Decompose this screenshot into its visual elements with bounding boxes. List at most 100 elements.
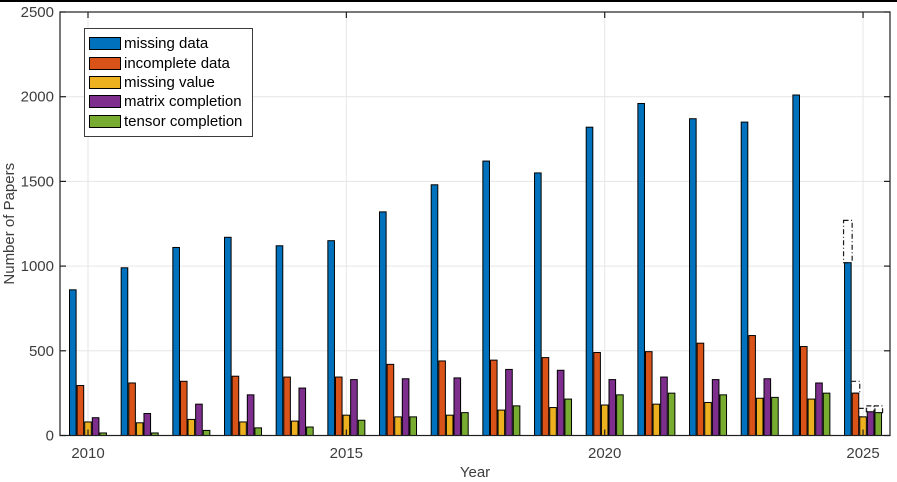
bar-missing-data-2019	[534, 172, 542, 436]
x-tick-label-2020: 2020	[588, 445, 621, 462]
bar-incomplete-data-2011	[128, 382, 136, 436]
legend-item-incomplete-data: incomplete data	[89, 56, 248, 71]
bar-matrix-completion-2020	[608, 379, 617, 437]
y-tick-label-1000: 1000	[21, 258, 54, 275]
bar-incomplete-data-2017	[438, 360, 446, 436]
bar-matrix-completion-2022	[711, 379, 720, 437]
y-tick-label-0: 0	[46, 428, 54, 445]
legend-label: missing data	[124, 35, 209, 53]
bar-missing-data-2018	[482, 160, 490, 436]
y-tick-label-1500: 1500	[21, 173, 54, 190]
bar-matrix-completion-2012	[195, 403, 203, 437]
bar-tensor-completion-2012	[202, 429, 211, 437]
bar-tensor-completion-2013	[254, 427, 263, 437]
bar-matrix-completion-2025	[866, 411, 875, 436]
bar-tensor-completion-2019	[564, 398, 573, 436]
bar-incomplete-data-2020	[593, 351, 601, 436]
legend-label: missing value	[124, 73, 215, 91]
bar-missing-value-2012	[187, 418, 196, 437]
legend-item-tensor-completion: tensor completion	[89, 114, 248, 129]
bar-missing-value-2023	[755, 397, 764, 437]
projection-box-matrix-completion-2025	[865, 405, 876, 413]
bar-matrix-completion-2013	[246, 394, 255, 436]
bar-missing-value-2021	[652, 403, 661, 437]
bar-missing-value-2013	[239, 421, 247, 437]
bar-matrix-completion-2015	[350, 379, 358, 437]
bar-missing-value-2022	[704, 401, 712, 436]
projection-box-tensor-completion-2025	[873, 405, 884, 414]
bar-tensor-completion-2023	[771, 396, 779, 437]
bar-missing-data-2021	[637, 102, 645, 436]
bar-missing-data-2012	[172, 246, 180, 436]
bar-tensor-completion-2014	[306, 426, 314, 436]
legend-swatch-incomplete-data	[89, 56, 121, 70]
bar-matrix-completion-2018	[505, 368, 513, 436]
bar-incomplete-data-2018	[489, 359, 498, 436]
legend-item-missing-data: missing data	[89, 36, 248, 51]
bar-matrix-completion-2016	[401, 378, 410, 436]
x-tick-label-2010: 2010	[71, 445, 104, 462]
bar-tensor-completion-2024	[822, 392, 831, 436]
bar-incomplete-data-2019	[541, 357, 550, 436]
bar-tensor-completion-2021	[667, 392, 676, 436]
bar-missing-data-2017	[430, 184, 439, 436]
bar-missing-data-2011	[120, 267, 129, 437]
bar-tensor-completion-2018	[512, 405, 521, 436]
bar-incomplete-data-2023	[748, 335, 756, 436]
legend: missing data incomplete data missing value…	[84, 28, 253, 137]
legend-label: incomplete data	[124, 54, 230, 72]
bar-tensor-completion-2022	[719, 394, 728, 436]
bar-incomplete-data-2022	[696, 342, 705, 436]
legend-label: tensor completion	[124, 112, 243, 130]
bar-incomplete-data-2012	[179, 380, 188, 437]
legend-swatch-missing-value	[89, 75, 121, 89]
bar-missing-data-2024	[792, 94, 800, 436]
legend-label: matrix completion	[124, 93, 242, 111]
bar-missing-data-2015	[327, 240, 335, 436]
window-top-border	[0, 0, 897, 2]
bar-missing-data-2013	[224, 236, 232, 436]
bar-missing-data-2025	[844, 262, 852, 436]
bar-missing-value-2018	[497, 409, 506, 436]
bar-missing-data-2014	[275, 245, 284, 436]
bar-missing-value-2019	[549, 407, 557, 436]
bar-missing-value-2017	[445, 414, 454, 437]
bar-matrix-completion-2010	[91, 417, 100, 436]
bar-tensor-completion-2015	[357, 419, 366, 436]
legend-swatch-missing-data	[89, 37, 121, 51]
x-tick-label-2025: 2025	[846, 445, 879, 462]
bar-matrix-completion-2017	[453, 377, 462, 436]
y-tick-label-2500: 2500	[21, 4, 54, 21]
projection-box-missing-value-2025	[858, 407, 868, 418]
bar-incomplete-data-2024	[799, 346, 808, 436]
bar-matrix-completion-2011	[143, 412, 152, 437]
bar-missing-data-2023	[740, 121, 749, 437]
legend-swatch-matrix-completion	[89, 95, 121, 109]
bar-matrix-completion-2014	[298, 387, 307, 437]
projection-box-incomplete-data-2025	[850, 380, 861, 394]
bar-incomplete-data-2010	[76, 385, 85, 436]
legend-item-missing-value: missing value	[89, 75, 248, 90]
bar-tensor-completion-2016	[409, 416, 418, 436]
bar-incomplete-data-2025	[851, 392, 860, 436]
bar-missing-value-2024	[807, 398, 816, 436]
bar-incomplete-data-2014	[283, 376, 291, 436]
bar-missing-data-2016	[379, 211, 387, 436]
bar-tensor-completion-2020	[616, 394, 624, 436]
projection-box-missing-data-2025	[842, 219, 853, 264]
bar-matrix-completion-2023	[763, 378, 772, 436]
bar-missing-value-2011	[135, 422, 144, 436]
bar-tensor-completion-2025	[874, 412, 883, 437]
x-axis-label: Year	[460, 464, 490, 481]
bar-missing-data-2020	[585, 126, 594, 436]
legend-swatch-tensor-completion	[89, 114, 121, 128]
bar-incomplete-data-2016	[386, 363, 395, 437]
axes-box	[59, 11, 891, 437]
bar-matrix-completion-2024	[815, 382, 823, 436]
legend-item-matrix-completion: matrix completion	[89, 94, 248, 109]
bar-missing-data-2022	[689, 118, 697, 436]
bar-missing-value-2016	[394, 416, 402, 436]
bar-missing-data-2010	[69, 289, 77, 436]
